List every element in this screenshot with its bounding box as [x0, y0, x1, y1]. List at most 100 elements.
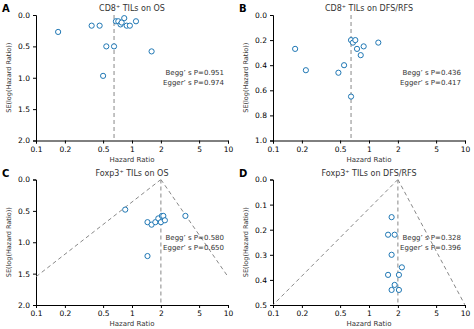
tick: 0.5 — [335, 141, 347, 154]
point — [389, 252, 394, 257]
tick-mark — [228, 305, 229, 308]
tick: 5 — [197, 305, 202, 318]
x-axis: 0.10.20.512510 — [31, 141, 234, 154]
tick-mark — [302, 305, 303, 308]
tick-label: 0.1 — [31, 145, 43, 154]
tick: 1.0 — [255, 136, 273, 145]
point — [303, 68, 308, 73]
funnel-line — [36, 180, 161, 277]
axis-line — [33, 180, 37, 306]
tick-mark — [65, 141, 66, 144]
tick-label: 0.2 — [255, 36, 267, 45]
tick: 0.2 — [255, 36, 273, 45]
tick: 1.0 — [18, 238, 36, 247]
axis-line — [270, 16, 274, 142]
tick-mark — [132, 141, 133, 144]
tick-mark — [398, 305, 399, 308]
tick-mark — [161, 141, 162, 144]
tick-mark — [465, 305, 466, 308]
panel: 0.10.20.5125100.00.10.20.30.40.5Foxp3⁺ T… — [239, 168, 470, 329]
tick-label: 0.5 — [335, 145, 347, 154]
title: Foxp3⁺ TILs on OS — [96, 169, 169, 178]
plot-area — [293, 15, 381, 141]
tick-mark — [103, 305, 104, 308]
axis-line — [37, 306, 229, 309]
tick-label: 1.0 — [255, 136, 267, 145]
tick-mark — [270, 180, 273, 181]
tick: 2 — [159, 141, 164, 154]
annotation: Egger’ s P=0.650 — [163, 244, 224, 252]
tick-label: 0.4 — [255, 276, 267, 285]
tick: 0.5 — [335, 305, 347, 318]
point — [396, 272, 401, 277]
tick-mark — [270, 115, 273, 116]
tick: 0.5 — [255, 301, 273, 310]
tick-mark — [33, 180, 36, 181]
tick-label: 0.2 — [255, 226, 267, 235]
point — [89, 23, 94, 28]
reference-line — [397, 180, 398, 306]
reference-line — [114, 15, 115, 141]
tick-label: 1 — [367, 145, 372, 154]
tick-label: 1 — [367, 309, 372, 318]
tick: 1 — [130, 141, 135, 154]
point — [122, 16, 127, 21]
axis-line — [33, 16, 37, 142]
x-axis: 0.10.20.512510 — [268, 141, 471, 154]
panel-label: C — [2, 168, 9, 179]
tick-label: 0.0 — [18, 11, 30, 20]
tick-mark — [270, 305, 273, 306]
tick-label: 0.0 — [255, 11, 267, 20]
point — [348, 94, 353, 99]
panel: 0.10.20.5125100.00.51.01.52.0Foxp3⁺ TILs… — [2, 168, 233, 329]
tick-label: 1 — [130, 145, 135, 154]
tick: 10 — [461, 305, 471, 318]
tick-label: 0.0 — [18, 175, 30, 184]
tick-label: 2 — [159, 309, 164, 318]
tick-label: 0.2 — [59, 145, 71, 154]
tick: 10 — [224, 305, 234, 318]
tick-mark — [436, 141, 437, 144]
tick: 2 — [159, 305, 164, 318]
tick-label: 0.4 — [255, 61, 267, 70]
annotation: Egger’ s P=0.974 — [163, 79, 224, 87]
tick-mark — [33, 305, 36, 306]
y-axis: 0.00.51.01.52.0 — [18, 11, 36, 146]
tick-mark — [302, 141, 303, 144]
tick: 0.2 — [59, 305, 71, 318]
tick-label: 2.0 — [18, 301, 30, 310]
funnel-line — [161, 180, 228, 277]
y-axis: 0.00.51.01.52.0 — [18, 175, 36, 310]
tick: 0.2 — [296, 141, 308, 154]
point — [336, 70, 341, 75]
annotation: Begg’ s P=0.951 — [166, 69, 224, 77]
plot-area — [36, 180, 228, 306]
tick-mark — [228, 141, 229, 144]
x-axis: 0.10.20.512510 — [268, 305, 471, 318]
tick: 1 — [367, 305, 372, 318]
tick-label: 0.1 — [31, 309, 43, 318]
tick: 10 — [461, 141, 471, 154]
tick: 2.0 — [18, 136, 36, 145]
panel: 0.10.20.5125100.00.20.40.60.81.0CD8⁺ TIL… — [239, 3, 470, 164]
tick-label: 5 — [434, 309, 439, 318]
point — [389, 215, 394, 220]
point — [353, 38, 358, 43]
y-axis-title: SE(log(Hazard Ratio)) — [5, 43, 13, 113]
tick-label: 0.1 — [255, 201, 267, 210]
tick: 0.1 — [268, 141, 280, 154]
point — [123, 207, 128, 212]
y-axis-title: SE(log(Hazard Ratio)) — [5, 207, 13, 277]
tick-label: 2 — [396, 309, 401, 318]
point — [358, 53, 363, 58]
annotation: Egger’ s P=0.417 — [400, 79, 461, 87]
tick: 0.1 — [31, 141, 43, 154]
panel-label: A — [2, 3, 10, 14]
tick-label: 0.6 — [255, 86, 267, 95]
tick-label: 0.5 — [98, 309, 110, 318]
axis-line — [274, 141, 466, 144]
tick-label: 10 — [224, 309, 234, 318]
tick: 0.2 — [296, 305, 308, 318]
y-axis: 0.00.10.20.30.40.5 — [255, 175, 273, 310]
reference-line — [351, 15, 352, 141]
